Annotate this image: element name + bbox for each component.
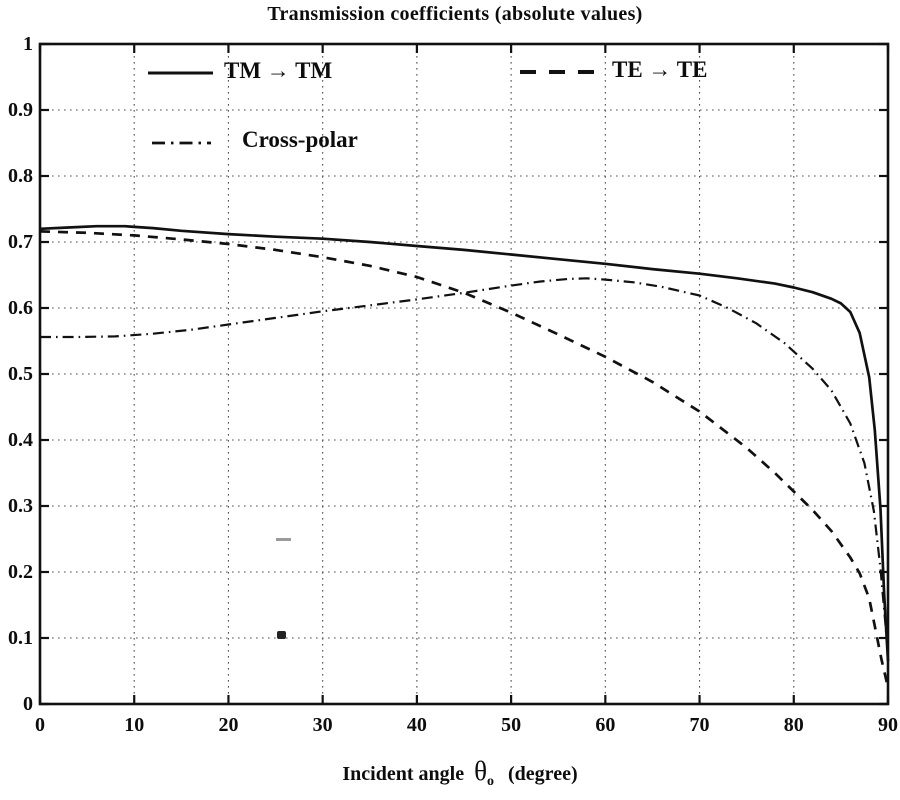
curve-te-te — [39, 230, 890, 688]
legend-label-cross-polar: Cross-polar — [242, 127, 358, 152]
x-tick-label-60: 60 — [595, 714, 616, 736]
x-axis-label: Incident angle θo (degree) — [0, 756, 900, 790]
x-tick-label-90: 90 — [878, 714, 898, 736]
y-tick-label-1: 1 — [23, 33, 33, 55]
y-tick-label-0.5: 0.5 — [8, 363, 33, 385]
y-tick-label-0: 0 — [23, 693, 33, 715]
x-tick-label-10: 10 — [124, 714, 145, 736]
y-tick-label-0.9: 0.9 — [8, 99, 33, 121]
legend-label-te-te: TE → TE — [612, 57, 708, 82]
x-tick-label-50: 50 — [501, 714, 522, 736]
chart-title: Transmission coefficients (absolute valu… — [267, 3, 643, 25]
y-tick-label-0.8: 0.8 — [8, 165, 33, 187]
x-tick-label-40: 40 — [406, 714, 427, 736]
y-tick-label-0.3: 0.3 — [8, 495, 33, 517]
x-tick-label-30: 30 — [312, 714, 333, 736]
curve-tm-tm — [39, 224, 890, 662]
y-tick-label-0.7: 0.7 — [8, 231, 33, 253]
plot-border — [38, 42, 890, 706]
x-axis-label-unit: (degree) — [508, 763, 578, 785]
x-tick-label-0: 0 — [35, 714, 45, 736]
x-tick-label-70: 70 — [689, 714, 710, 736]
y-tick-label-0.2: 0.2 — [8, 561, 33, 583]
y-tick-label-0.4: 0.4 — [8, 429, 33, 451]
legend-label-tm-tm: TM → TM — [224, 58, 333, 83]
curve-cross-polar — [40, 277, 890, 655]
y-tick-label-0.1: 0.1 — [8, 627, 33, 649]
x-tick-label-80: 80 — [783, 714, 804, 736]
theta-subscript: o — [487, 774, 495, 789]
scan-artifact — [276, 538, 291, 541]
x-axis-label-text: Incident angle — [342, 763, 465, 785]
scan-artifact — [277, 631, 286, 639]
theta-symbol: θ — [474, 756, 488, 786]
x-tick-label-20: 20 — [218, 714, 239, 736]
y-tick-label-0.6: 0.6 — [8, 297, 33, 319]
